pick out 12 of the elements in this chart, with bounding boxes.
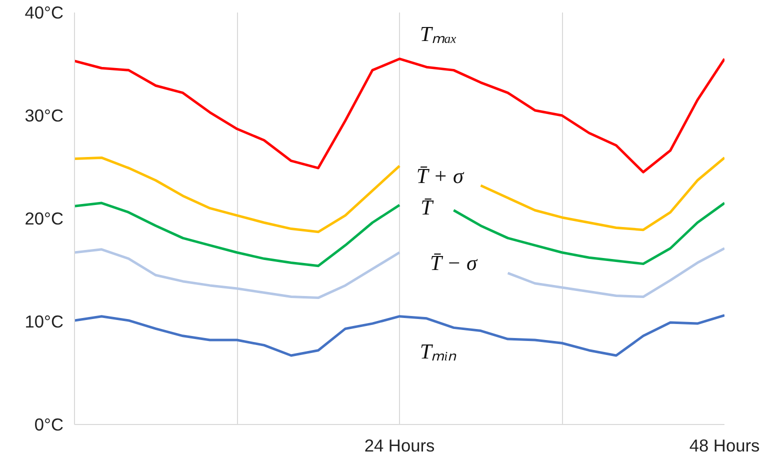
series-label: T̄ − σ <box>430 250 478 275</box>
x-tick-label: 48 Hours <box>689 436 760 456</box>
x-tick-label: 24 Hours <box>364 436 435 456</box>
y-tick-label: 40°C <box>24 2 64 22</box>
series-label: T̄ <box>420 196 435 220</box>
series-label: Tₘᵢₙ <box>420 339 458 364</box>
y-tick-label: 20°C <box>24 208 64 228</box>
y-tick-label: 30°C <box>24 106 64 126</box>
y-tick-label: 10°C <box>24 312 64 332</box>
series-label: T̄ + σ <box>416 164 465 188</box>
series-label: Tₘₐₓ <box>420 22 458 46</box>
y-tick-label: 0°C <box>34 414 64 434</box>
